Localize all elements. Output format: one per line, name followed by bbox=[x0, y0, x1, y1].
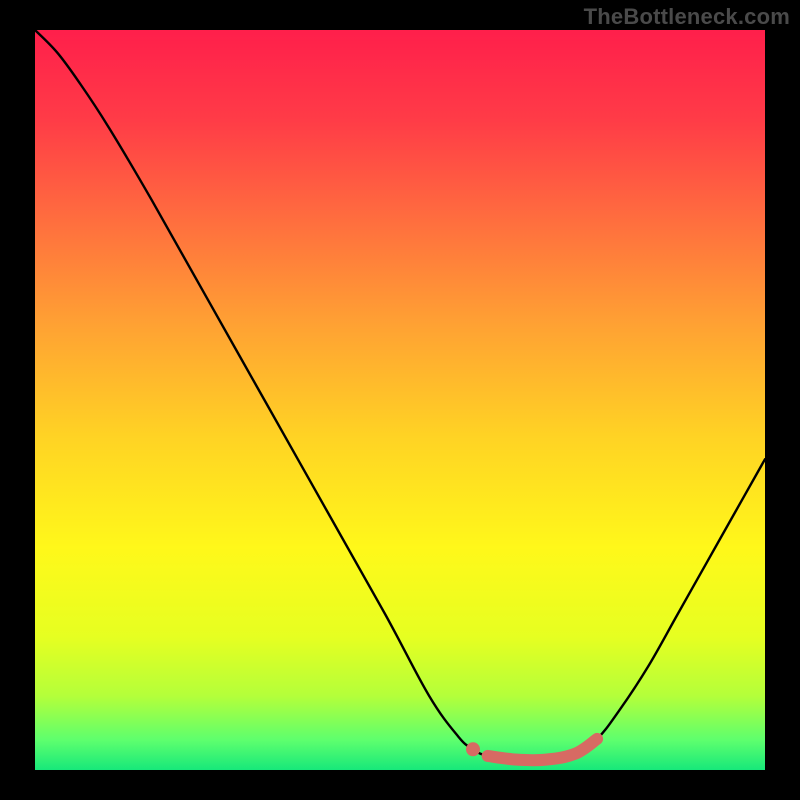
highlight-dot bbox=[466, 742, 480, 756]
bottleneck-chart-svg bbox=[0, 0, 800, 800]
chart-frame: TheBottleneck.com bbox=[0, 0, 800, 800]
plot-background bbox=[35, 30, 765, 770]
